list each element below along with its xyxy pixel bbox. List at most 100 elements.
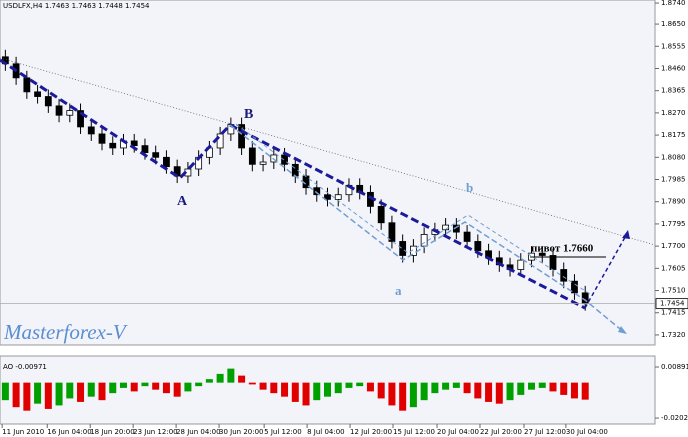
candle-body (474, 241, 482, 252)
ao-bar (216, 373, 224, 383)
candle-body (55, 105, 63, 116)
channel-line (229, 124, 626, 334)
ao-bar (270, 382, 278, 394)
indicator-title: AO -0.00971 (3, 363, 47, 371)
ao-bar (238, 375, 246, 383)
ao-bar (420, 382, 428, 401)
candle-body (377, 205, 385, 224)
y-tick-label: 1.7985 (661, 176, 686, 184)
ao-bar (87, 382, 95, 397)
trend-line (0, 57, 656, 246)
ao-bar (345, 382, 353, 388)
forecast-line (584, 231, 629, 309)
x-tick-label: 28 Jun 04:00 (176, 428, 220, 436)
candle-body (517, 259, 525, 270)
ao-bar (55, 382, 63, 406)
wave-label: A (177, 194, 188, 209)
ao-bar (313, 382, 321, 401)
candle-body (98, 133, 106, 144)
candle-body (141, 145, 149, 154)
x-tick-label: 18 Jun 20:00 (90, 428, 134, 436)
candle-body (248, 147, 256, 165)
ao-bar (259, 382, 267, 390)
ao-bar (549, 382, 557, 392)
y-tick-label: 1.7700 (661, 242, 686, 250)
ao-bar (356, 382, 364, 387)
wave-label: B (244, 107, 253, 122)
ao-bar (119, 382, 127, 388)
y-tick-label: 1.8365 (661, 87, 686, 95)
ao-bar (431, 382, 439, 394)
ao-bar (227, 368, 235, 383)
ao-bar (291, 382, 299, 402)
y-tick-label: 1.8650 (661, 20, 686, 28)
brand-label: Masterforex-V (3, 320, 128, 344)
y-tick-label: 1.7510 (661, 287, 686, 295)
ao-bar (570, 382, 578, 399)
arrow-head (618, 326, 627, 334)
ao-bar (152, 382, 160, 390)
ao-bar (141, 382, 149, 387)
last-price-label: 1.7454 (660, 300, 685, 308)
ao-bar (98, 382, 106, 401)
candle-body (281, 154, 288, 165)
candle-body (87, 126, 95, 135)
marks (1, 49, 589, 411)
y-tick-label: 1.8740 (661, 0, 686, 7)
channel-line (235, 123, 591, 295)
x-tick-label: 8 Jul 04:00 (307, 428, 345, 436)
ao-bar (1, 382, 9, 401)
candle-body (163, 156, 170, 168)
y-tick-label: 1.8555 (661, 42, 686, 50)
candle-body (109, 142, 117, 149)
ao-bar (173, 382, 181, 397)
ao-bar (109, 382, 117, 394)
ao-bar (12, 382, 20, 408)
chart-title: USDLFX,H4 1.7463 1.7463 1.7448 1.7454 (3, 2, 150, 10)
candle-body (238, 124, 245, 149)
ao-bar (463, 382, 471, 394)
candle-body (334, 194, 342, 200)
ao-bar (184, 382, 192, 392)
y-tick-label: 1.7890 (661, 198, 686, 206)
y-tick-label: 1.7415 (661, 309, 686, 317)
candle-body (560, 269, 568, 282)
y-tick-label: -0.02021 (661, 414, 688, 422)
ao-bar (409, 382, 417, 408)
ao-bar (517, 382, 525, 395)
ao-bar (388, 382, 396, 406)
candle-body (44, 96, 52, 107)
x-tick-label: 30 Jul 04:00 (566, 428, 608, 436)
y-tick-label: 1.7605 (661, 264, 686, 272)
ao-bar (130, 382, 138, 392)
candle-body (420, 234, 428, 247)
pivot-label: пивот 1.7660 (531, 243, 594, 255)
ao-bar (581, 382, 589, 400)
y-tick-label: 1.8175 (661, 131, 686, 139)
ao-bar (485, 382, 493, 402)
candle-body (538, 252, 546, 256)
candle-body (313, 187, 321, 196)
ao-bar (506, 382, 514, 401)
candle-body (77, 110, 84, 128)
wave-line (0, 58, 586, 310)
ao-bar (195, 382, 203, 387)
candle-body (23, 77, 31, 93)
ao-bar (44, 382, 52, 409)
ao-bar (560, 382, 568, 395)
x-tick-label: 30 Jun 20:00 (219, 428, 263, 436)
wave-label: b (466, 180, 473, 195)
ao-bar (324, 382, 331, 397)
candle-body (216, 133, 224, 149)
ao-bar (77, 382, 85, 402)
y-tick-label: 1.8460 (661, 64, 686, 72)
ao-bar (452, 382, 460, 388)
y-tick-label: 1.7320 (661, 331, 686, 339)
candle-body (399, 241, 407, 256)
candle-body (463, 231, 471, 242)
y-tick-label: 1.8270 (661, 109, 686, 117)
ao-bar (66, 382, 74, 399)
ao-bar (281, 382, 289, 397)
candle-body (388, 222, 396, 242)
